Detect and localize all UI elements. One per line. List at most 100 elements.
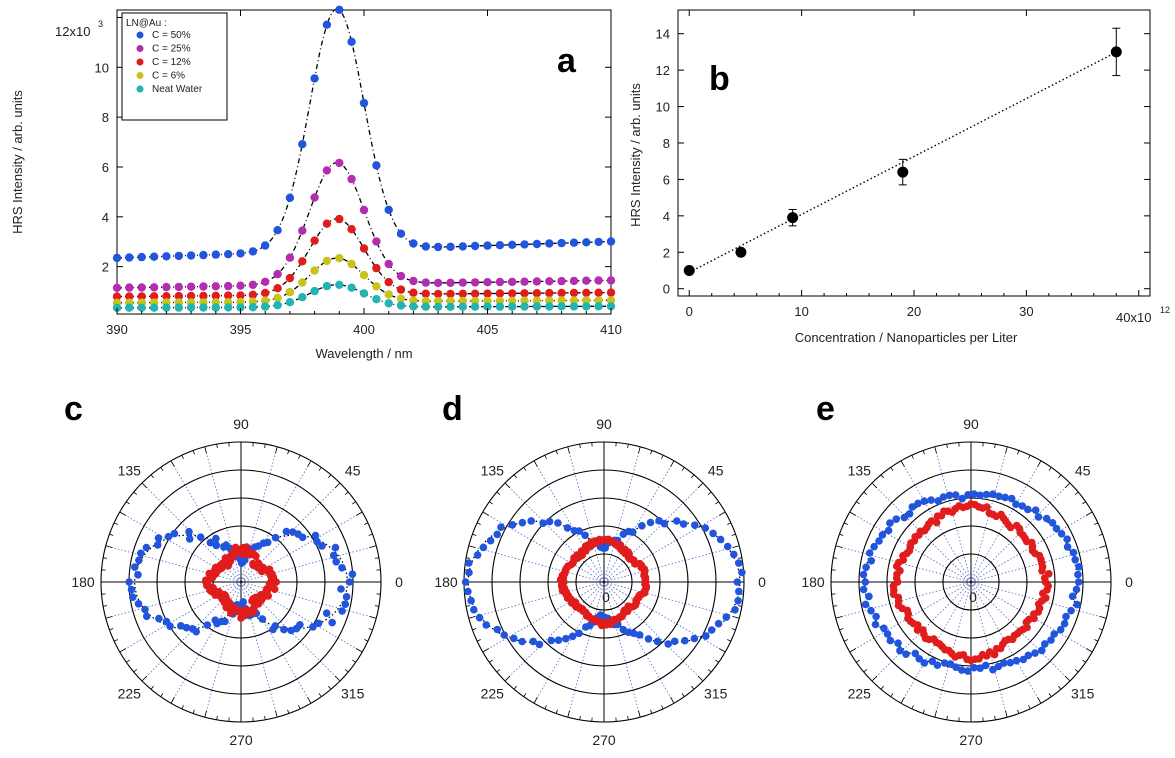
- panel-a-point: [149, 252, 159, 261]
- panel-a-point: [582, 302, 591, 311]
- polar-angle-label: 270: [229, 732, 253, 748]
- polar-point: [239, 598, 247, 606]
- panel-a-point: [162, 252, 171, 261]
- polar-outer-tick: [482, 648, 490, 653]
- polar-outer-tick: [661, 705, 664, 710]
- polar-angle-label: 90: [233, 416, 249, 432]
- panel-a-legend: [121, 12, 228, 121]
- panel-a-point: [582, 288, 591, 297]
- polar-point: [212, 541, 221, 550]
- polar-point: [271, 533, 280, 542]
- panel-a-point: [298, 278, 307, 287]
- polar-outer-tick: [1085, 648, 1093, 653]
- polar-grid-spoke: [240, 511, 363, 583]
- polar-point: [664, 640, 672, 648]
- polar-ring: [184, 525, 298, 639]
- polar-point: [153, 541, 162, 549]
- panel-a-point: [248, 290, 258, 299]
- polar-outer-tick: [567, 446, 570, 454]
- polar-outer-tick: [216, 444, 218, 449]
- panel-a-point: [125, 303, 134, 312]
- panel-a-point: [359, 289, 369, 298]
- panel-b-y-tick-label: 6: [663, 172, 670, 187]
- polar-outer-tick: [504, 482, 511, 489]
- panel-b-ylabel: HRS Intensity / arb. units: [628, 83, 643, 227]
- polar-outer-tick: [911, 705, 914, 710]
- polar-point: [934, 497, 942, 505]
- polar-outer-tick: [133, 669, 138, 673]
- polar-point: [920, 497, 929, 505]
- polar-grid-spoke: [603, 581, 704, 682]
- polar-outer-tick: [1037, 460, 1042, 468]
- panel-a-point: [236, 303, 245, 312]
- polar-outer-tick: [126, 659, 130, 663]
- polar-outer-tick: [298, 705, 301, 710]
- panel-a-point: [298, 257, 307, 266]
- polar-angle-label: 180: [71, 574, 95, 590]
- panel-b-y-tick-label: 0: [663, 282, 670, 297]
- polar-outer-tick: [900, 696, 905, 704]
- panel-a-point: [224, 303, 233, 312]
- polar-point: [619, 530, 628, 538]
- polar-outer-tick: [334, 482, 341, 489]
- polar-outer-tick: [287, 450, 290, 455]
- polar-point: [341, 600, 350, 608]
- polar-point: [1038, 646, 1046, 655]
- polar-grid-spoke: [240, 581, 377, 619]
- panel-a-point: [285, 273, 295, 283]
- polar-angle-label: 90: [596, 416, 612, 432]
- polar-point: [1031, 506, 1040, 514]
- panel-a-point: [582, 296, 591, 305]
- polar-outer-tick: [468, 616, 476, 619]
- polar-angle-label: 45: [345, 462, 361, 478]
- polar-point: [296, 621, 304, 629]
- polar-ring: [914, 525, 1028, 639]
- polar-outer-tick: [109, 533, 114, 536]
- polar-point: [629, 629, 638, 637]
- polar-grid-spoke: [105, 581, 242, 619]
- polar-point: [493, 530, 502, 539]
- polar-point: [518, 518, 527, 527]
- polar-point: [865, 549, 874, 557]
- panel-a-point: [532, 289, 542, 298]
- polar-outer-tick: [364, 639, 369, 642]
- polar-outer-tick: [496, 669, 501, 673]
- polar-outer-tick: [489, 501, 493, 505]
- polar-outer-tick: [627, 444, 629, 449]
- panel-a-point: [409, 302, 418, 311]
- polar-outer-tick: [1098, 628, 1103, 631]
- polar-outer-tick: [650, 450, 653, 455]
- polar-point: [329, 551, 338, 560]
- polar-outer-tick: [1037, 696, 1042, 704]
- panel-a-point: [322, 166, 332, 175]
- legend-entry: C = 25%: [152, 44, 191, 55]
- polar-outer-tick: [922, 450, 925, 455]
- panel-b-x-tick-label: 10: [794, 304, 808, 319]
- panel-a-point: [112, 253, 122, 263]
- panel-a-point: [199, 291, 208, 301]
- polar-outer-tick: [374, 557, 379, 559]
- panel-c-polar: c 0 45 90 135 180 225 270 315: [64, 390, 403, 748]
- polar-outer-tick: [119, 648, 127, 653]
- polar-point: [940, 659, 949, 667]
- polar-outer-tick: [737, 605, 742, 607]
- panel-a-point: [495, 302, 505, 311]
- panel-a-point: [224, 281, 233, 291]
- panel-a-point: [532, 296, 542, 305]
- polar-outer-tick: [170, 460, 175, 468]
- polar-grid-spoke: [504, 581, 605, 682]
- polar-grid-spoke: [240, 581, 278, 718]
- polar-point: [990, 650, 999, 659]
- polar-point: [1012, 656, 1021, 665]
- polar-point: [1006, 658, 1015, 667]
- panel-a-point: [372, 161, 381, 170]
- polar-point: [535, 640, 544, 649]
- polar-point: [203, 621, 212, 629]
- panel-letter-a: a: [557, 42, 577, 80]
- polar-grid-spoke: [603, 581, 726, 653]
- polar-outer-tick: [1074, 491, 1079, 495]
- polar-outer-tick: [567, 710, 570, 718]
- polar-point: [1063, 543, 1072, 551]
- panel-a-xlabel: Wavelength / nm: [315, 346, 412, 361]
